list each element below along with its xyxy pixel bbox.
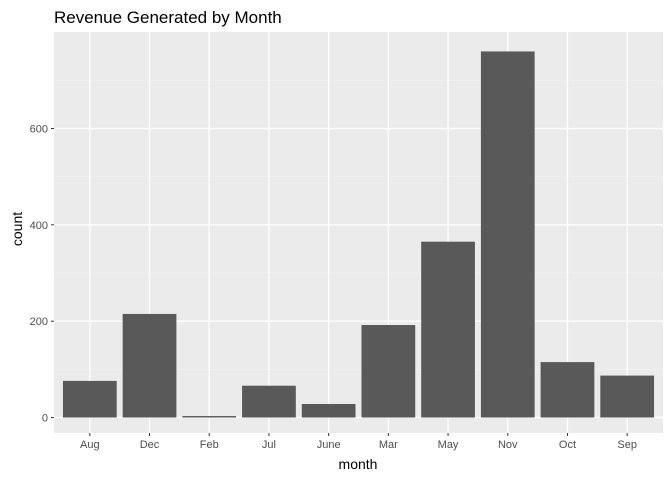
x-tick-label: Feb (200, 439, 219, 451)
x-axis-ticks: Aug Dec Feb Jul June Mar May Nov Oct Sep (80, 433, 637, 451)
bar-nov (480, 51, 535, 418)
y-tick-label: 400 (30, 220, 48, 232)
bar-mar (361, 325, 416, 418)
bar-feb (182, 416, 237, 418)
bars-group (62, 51, 655, 418)
x-axis-label: month (339, 456, 378, 472)
y-tick-label: 0 (42, 413, 48, 425)
x-tick-label: Nov (498, 439, 518, 451)
bar-june (301, 404, 356, 418)
bar-sep (600, 375, 655, 418)
x-tick-label: Mar (379, 439, 398, 451)
bar-oct (540, 362, 595, 418)
x-tick-label: Dec (140, 439, 160, 451)
bar-dec (122, 313, 177, 418)
x-tick-label: Aug (80, 439, 100, 451)
x-tick-label: Oct (559, 439, 576, 451)
x-tick-label: Sep (617, 439, 637, 451)
x-tick-label: Jul (262, 439, 276, 451)
y-tick-label: 600 (30, 124, 48, 136)
y-axis-label: count (9, 212, 25, 246)
bar-aug (62, 380, 117, 418)
bar-jul (242, 385, 296, 418)
y-tick-label: 200 (30, 316, 48, 328)
y-axis-ticks: 0 200 400 600 (30, 124, 54, 425)
x-tick-label: June (317, 439, 341, 451)
x-tick-label: May (438, 439, 459, 451)
bar-may (421, 241, 475, 418)
chart-title: Revenue Generated by Month (54, 8, 282, 27)
